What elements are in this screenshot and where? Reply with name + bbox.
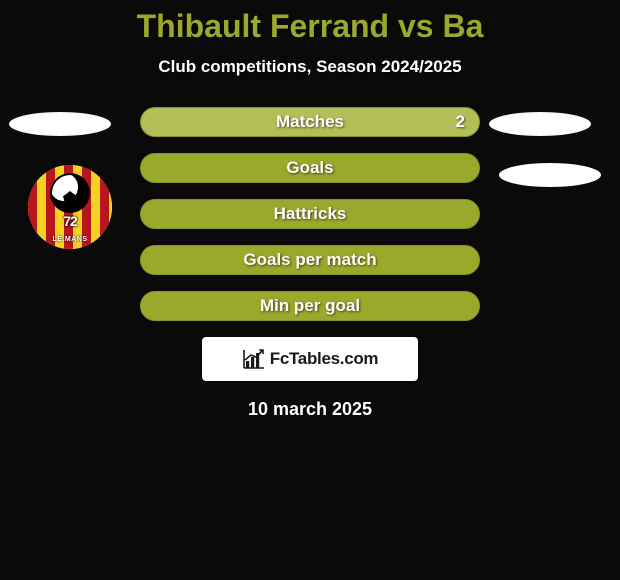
- page-title: Thibault Ferrand vs Ba: [0, 0, 620, 45]
- stat-label: Goals: [286, 158, 333, 178]
- subtitle: Club competitions, Season 2024/2025: [0, 57, 620, 77]
- stat-label: Hattricks: [274, 204, 347, 224]
- badge-pentagon: [63, 191, 77, 205]
- stat-label: Goals per match: [243, 250, 376, 270]
- logo-text: FcTables.com: [270, 349, 379, 369]
- bars-container: Matches 2 Goals Hattricks Goals per match Min…: [140, 107, 480, 321]
- badge-stripes: 72 LE.MANS: [28, 165, 112, 249]
- stat-bar: Min per goal: [140, 291, 480, 321]
- source-logo: FcTables.com: [202, 337, 418, 381]
- decor-ellipse: [9, 112, 111, 136]
- decor-ellipse: [489, 112, 591, 136]
- chart-icon: [242, 348, 266, 370]
- date: 10 march 2025: [0, 399, 620, 420]
- decor-ellipse: [499, 163, 601, 187]
- badge-ball: [50, 173, 90, 213]
- club-badge: 72 LE.MANS: [28, 165, 112, 249]
- stat-bar: Goals per match: [140, 245, 480, 275]
- stat-bar: Matches 2: [140, 107, 480, 137]
- badge-number: 72: [28, 213, 112, 229]
- stat-label: Matches: [276, 112, 344, 132]
- chart-area: Matches 2 Goals Hattricks Goals per match Min…: [0, 107, 620, 321]
- badge-text: LE.MANS: [28, 236, 112, 243]
- stat-bar: Hattricks: [140, 199, 480, 229]
- stat-bar: Goals: [140, 153, 480, 183]
- stat-label: Min per goal: [260, 296, 360, 316]
- stat-value: 2: [456, 112, 465, 132]
